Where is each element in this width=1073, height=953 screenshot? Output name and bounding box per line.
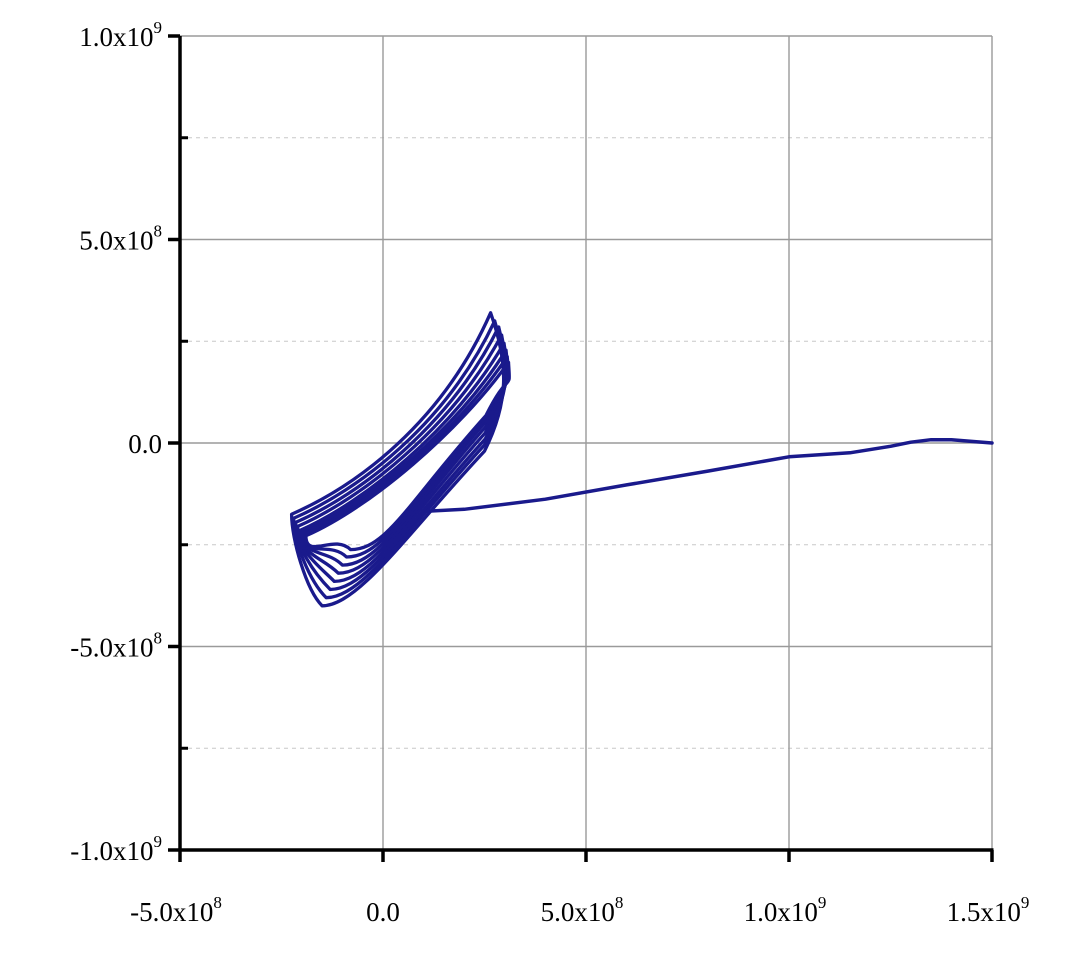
series-layer [289, 311, 994, 608]
series-loop-3 [294, 325, 508, 592]
y-tick-label-3: -5.0x108 [70, 629, 162, 663]
y-tick-label-0: 1.0x109 [79, 18, 162, 52]
major-gridlines [180, 35, 993, 850]
series-tail-line [421, 437, 994, 514]
tick-labels: 1.0x109 5.0x108 0.0 -5.0x108 -1.0x109 -5.0x10… [70, 18, 1029, 927]
y-tick-label-1: 5.0x108 [79, 222, 162, 256]
x-tick-label-0: -5.0x108 [130, 893, 222, 927]
series-loop-5 [298, 341, 510, 575]
y-tick-label-4: -1.0x109 [70, 832, 162, 866]
y-tick-label-2: 0.0 [128, 429, 162, 459]
x-tick-label-1: 0.0 [366, 897, 400, 927]
series-loop-4 [296, 333, 509, 584]
x-tick-label-3: 1.0x109 [744, 893, 827, 927]
x-tick-label-4: 1.5x109 [947, 893, 1030, 927]
axes [168, 34, 994, 862]
x-tick-label-2: 5.0x108 [541, 893, 624, 927]
series-loop-8 [304, 360, 511, 552]
